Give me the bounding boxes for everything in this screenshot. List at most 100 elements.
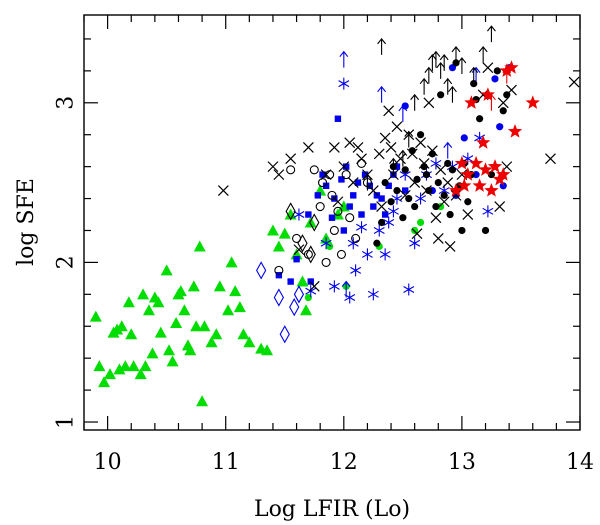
black-crosses-point bbox=[442, 177, 454, 189]
red-stars-point bbox=[464, 95, 479, 109]
blue-asterisks-point bbox=[383, 216, 395, 229]
plot-frame bbox=[83, 14, 581, 431]
green-triangles-point bbox=[119, 360, 132, 372]
black-crosses-point bbox=[406, 148, 418, 160]
green-triangles-point bbox=[174, 285, 187, 297]
black-open-circles-point bbox=[315, 201, 325, 212]
green-triangles-point bbox=[243, 336, 256, 348]
green-triangles-point bbox=[210, 328, 223, 340]
green-triangles-point bbox=[284, 208, 297, 220]
black-filled-circles-point bbox=[399, 214, 407, 222]
red-arrows-point bbox=[486, 93, 496, 111]
black-crosses-point bbox=[328, 142, 340, 153]
black-crosses-point bbox=[395, 153, 406, 165]
blue-squares-point bbox=[293, 256, 300, 263]
black-crosses-point bbox=[568, 76, 580, 88]
black-crosses-point bbox=[352, 142, 364, 153]
black-open-circles-point bbox=[333, 206, 343, 216]
red-stars-point bbox=[484, 183, 499, 197]
blue-circles-point bbox=[499, 182, 507, 190]
black-filled-circles-point bbox=[440, 191, 448, 199]
blue-asterisks-point bbox=[373, 224, 385, 237]
black-arrows-point bbox=[457, 57, 467, 75]
black-crosses-point bbox=[383, 105, 395, 117]
red-stars-point bbox=[507, 124, 523, 138]
blue-squares-point bbox=[307, 278, 314, 285]
blue-asterisks-point bbox=[430, 157, 442, 170]
blue-squares-point bbox=[322, 182, 330, 189]
black-crosses-point bbox=[385, 142, 397, 153]
red-stars-point bbox=[457, 178, 472, 192]
green-triangles-point bbox=[115, 320, 128, 332]
black-filled-circles-point bbox=[378, 218, 386, 227]
black-open-diamonds-point bbox=[297, 234, 308, 253]
black-filled-circles-point bbox=[446, 210, 454, 219]
black-arrows-point bbox=[469, 66, 479, 84]
black-filled-circles-point bbox=[425, 186, 433, 195]
blue-squares-point bbox=[340, 227, 348, 234]
blue-squares-point bbox=[361, 171, 369, 178]
green-triangles-point bbox=[213, 280, 226, 292]
green-triangles-point bbox=[272, 240, 285, 252]
green-triangles-point bbox=[296, 275, 309, 287]
blue-squares-point bbox=[354, 179, 362, 186]
blue-squares-point bbox=[385, 182, 392, 189]
green-triangles-point bbox=[237, 328, 250, 340]
blue-asterisks-point bbox=[415, 192, 427, 205]
black-filled-circles-point bbox=[452, 59, 460, 67]
black-crosses-point bbox=[438, 196, 450, 208]
black-filled-circles-point bbox=[434, 178, 442, 187]
green-triangles-point bbox=[170, 317, 183, 329]
black-arrows-point bbox=[439, 53, 449, 71]
black-crosses-point bbox=[418, 158, 430, 169]
red-stars-point bbox=[504, 60, 519, 74]
green-triangles-point bbox=[196, 395, 209, 407]
black-crosses-point bbox=[450, 189, 462, 201]
black-filled-circles-point bbox=[448, 166, 457, 174]
x-tick-label: 11 bbox=[212, 450, 240, 475]
black-arrows-point bbox=[486, 25, 496, 43]
y-axis-label: log SFE bbox=[14, 178, 39, 266]
black-crosses-point bbox=[399, 189, 411, 201]
blue-asterisks-point bbox=[367, 288, 379, 301]
black-crosses-point bbox=[273, 169, 285, 181]
blue-squares-point bbox=[402, 187, 409, 194]
red-stars-point bbox=[525, 95, 540, 109]
red-stars-point bbox=[460, 167, 475, 181]
blue-asterisks-point bbox=[409, 237, 421, 250]
blue-squares-point bbox=[328, 214, 336, 221]
black-crosses-point bbox=[293, 244, 305, 256]
black-crosses-point bbox=[285, 153, 297, 165]
green-triangles-point bbox=[178, 304, 191, 316]
black-filled-circles-point bbox=[387, 198, 395, 206]
black-filled-circles-point bbox=[401, 166, 409, 174]
green-triangles-point bbox=[137, 288, 150, 300]
black-crosses-point bbox=[497, 97, 509, 109]
red-stars-point bbox=[468, 155, 484, 170]
black-open-circles-point bbox=[341, 170, 351, 180]
black-arrows-point bbox=[448, 85, 457, 103]
blue-asterisks-point bbox=[482, 205, 494, 218]
black-crosses-point bbox=[367, 185, 379, 197]
x-tick-label: 10 bbox=[94, 450, 122, 475]
black-arrows-point bbox=[451, 46, 461, 63]
black-filled-circles-point bbox=[437, 91, 445, 99]
black-crosses-point bbox=[444, 241, 456, 252]
black-filled-circles-point bbox=[493, 67, 501, 75]
black-filled-circles-point bbox=[432, 202, 440, 211]
black-open-circles-point bbox=[329, 225, 339, 236]
green-triangles-point bbox=[139, 360, 152, 372]
green-circles-point bbox=[416, 218, 425, 227]
green-triangles-point bbox=[225, 256, 238, 268]
black-crosses-point bbox=[545, 153, 556, 165]
black-open-diamonds-point bbox=[309, 213, 320, 232]
red-stars-point bbox=[472, 178, 487, 192]
green-triangles-point bbox=[93, 360, 106, 372]
green-triangles-point bbox=[160, 264, 173, 276]
blue-squares-point bbox=[370, 203, 377, 210]
black-crosses-point bbox=[332, 196, 344, 208]
black-crosses-point bbox=[411, 228, 423, 240]
blue-asterisks-point bbox=[350, 264, 362, 277]
